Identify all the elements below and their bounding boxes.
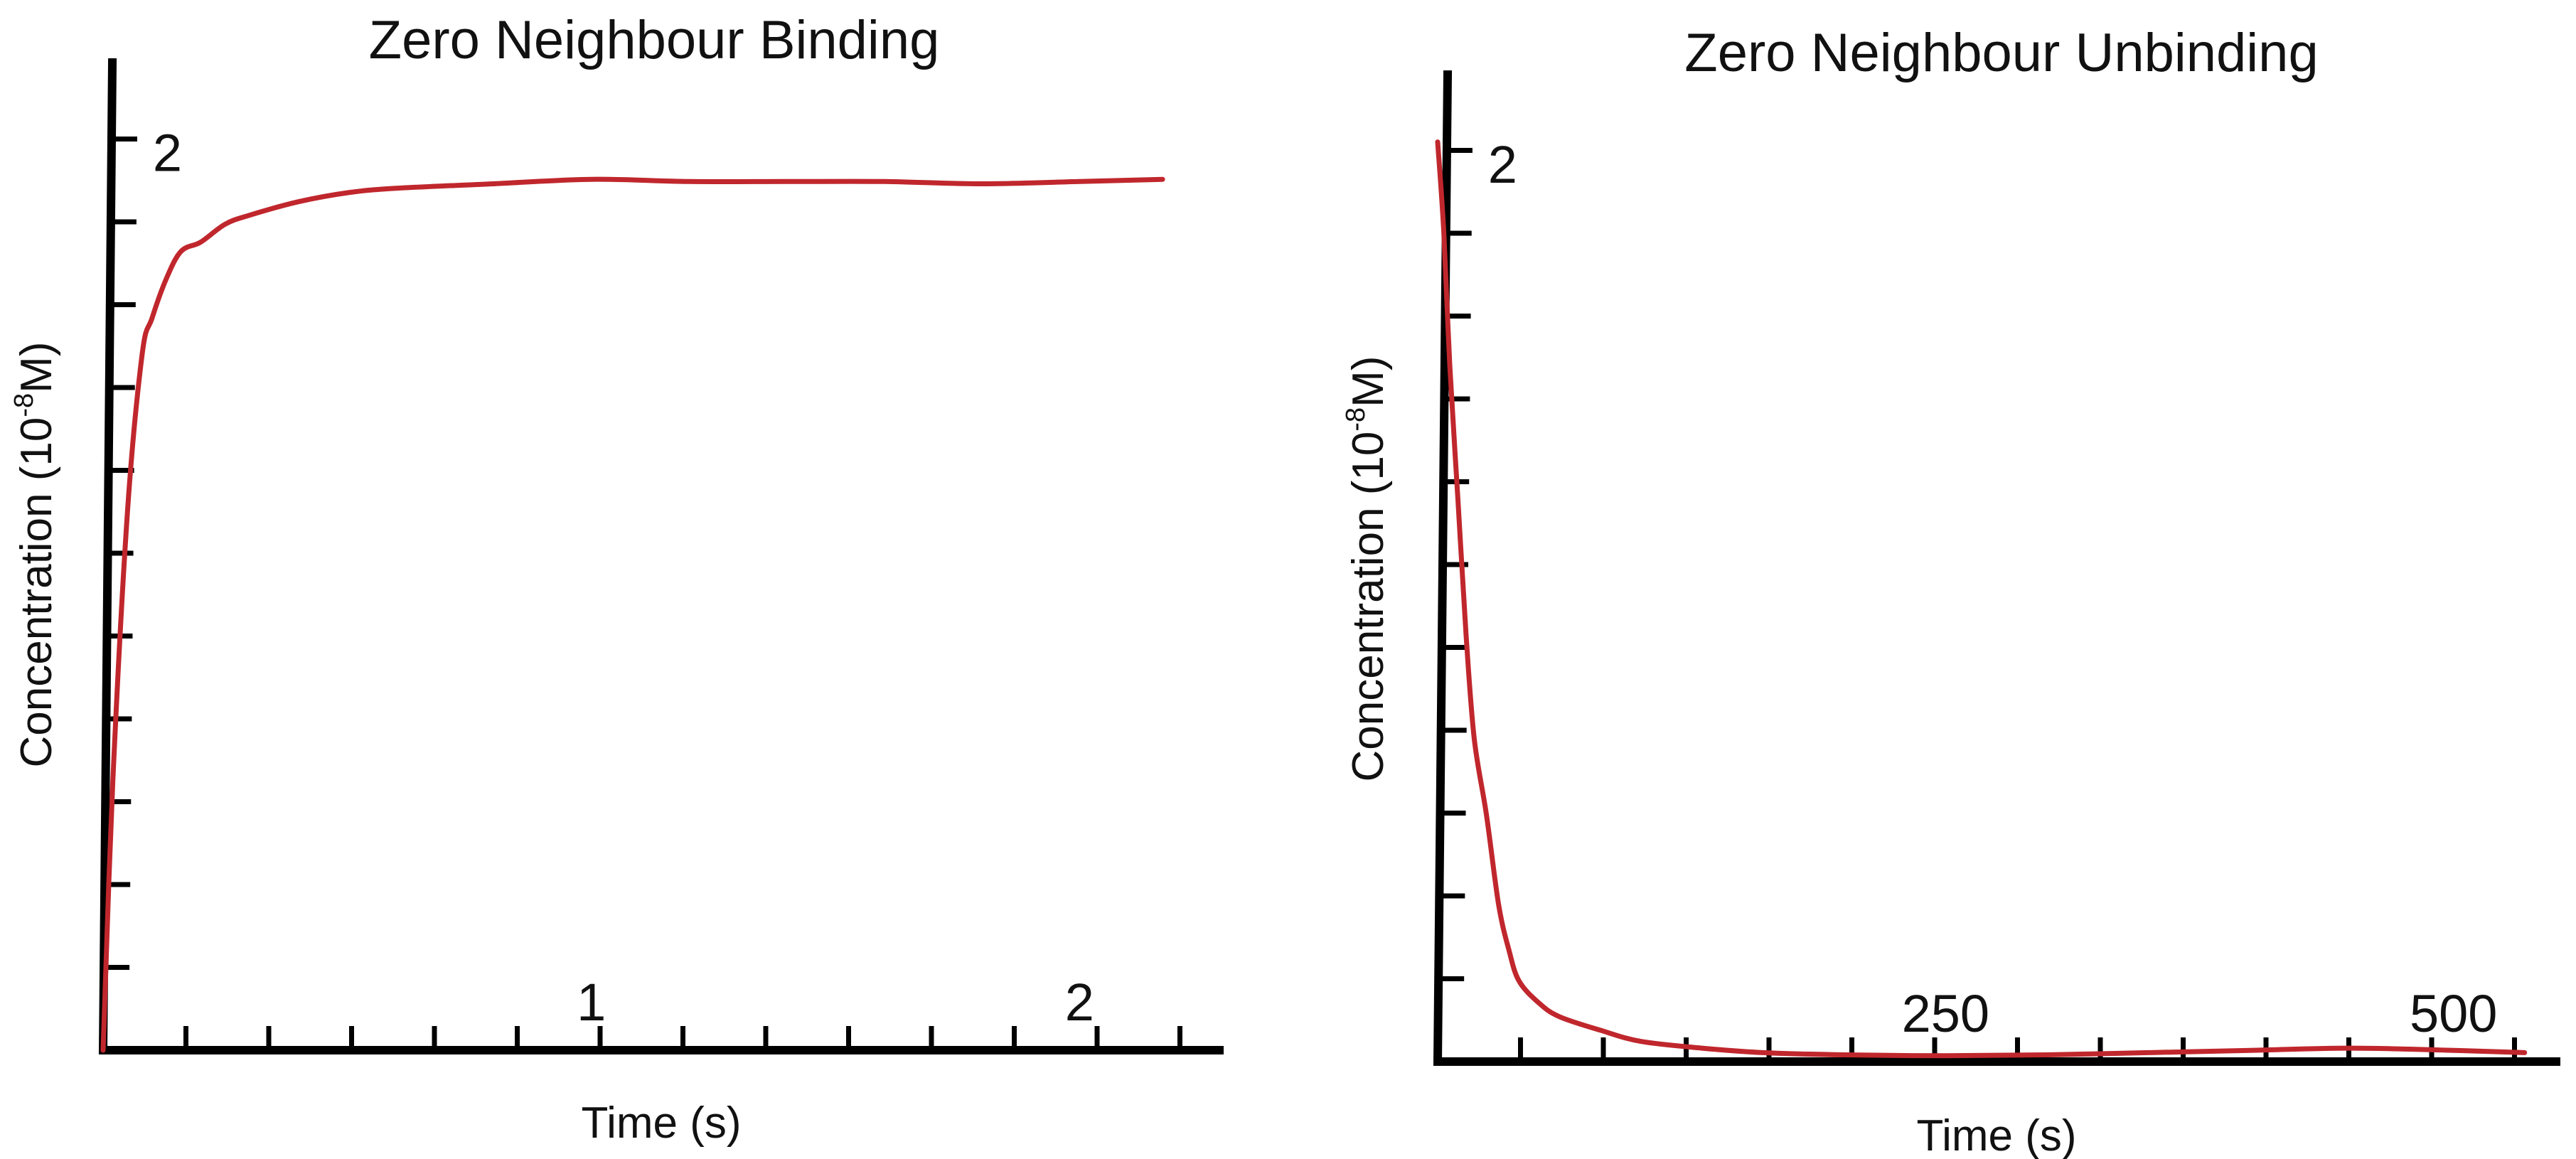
unbinding-tick-labels: 250 500 2 [1488,135,2498,1043]
unbinding-y-axis-title: Concentration (10-8M) [1341,356,1393,782]
unbinding-axis-ticks [1438,148,2517,1062]
unbinding-x-axis-title: Time (s) [1917,1111,2077,1159]
unbinding-x-tick-label: 250 [1902,984,1989,1043]
unbinding-concentration-curve [1435,139,2528,1059]
binding-chart-title: Zero Neighbour Binding [369,10,940,70]
binding-tick-labels: 1 2 2 [153,123,1094,1032]
binding-chart: Zero Neighbour Binding Concentration (10… [9,10,1224,1148]
binding-x-tick-label: 1 [577,973,606,1032]
binding-y-tick-label: 2 [153,123,182,182]
unbinding-x-tick-label: 500 [2410,984,2497,1043]
unbinding-y-tick-label: 2 [1488,135,1517,194]
binding-y-axis-title: Concentration (10-8M) [9,342,61,768]
binding-y-axis-title-main: Concentration (10 [12,417,61,768]
binding-axis-ticks [104,137,1182,1050]
binding-y-axis-title-unit: M) [12,342,61,393]
unbinding-chart: Zero Neighbour Unbinding Concentration (… [1341,23,2560,1159]
binding-y-axis-title-exponent: -8 [9,393,39,417]
binding-x-tick-label: 2 [1065,973,1094,1032]
binding-y-axis [98,58,117,1055]
unbinding-y-axis-title-exponent: -8 [1341,407,1371,432]
binding-concentration-curve [100,176,1165,1053]
binding-x-axis-title: Time (s) [582,1099,742,1148]
unbinding-chart-title: Zero Neighbour Unbinding [1684,23,2318,83]
unbinding-y-axis-title-unit: M) [1344,356,1393,407]
unbinding-y-axis-title-main: Concentration (10 [1344,432,1393,782]
